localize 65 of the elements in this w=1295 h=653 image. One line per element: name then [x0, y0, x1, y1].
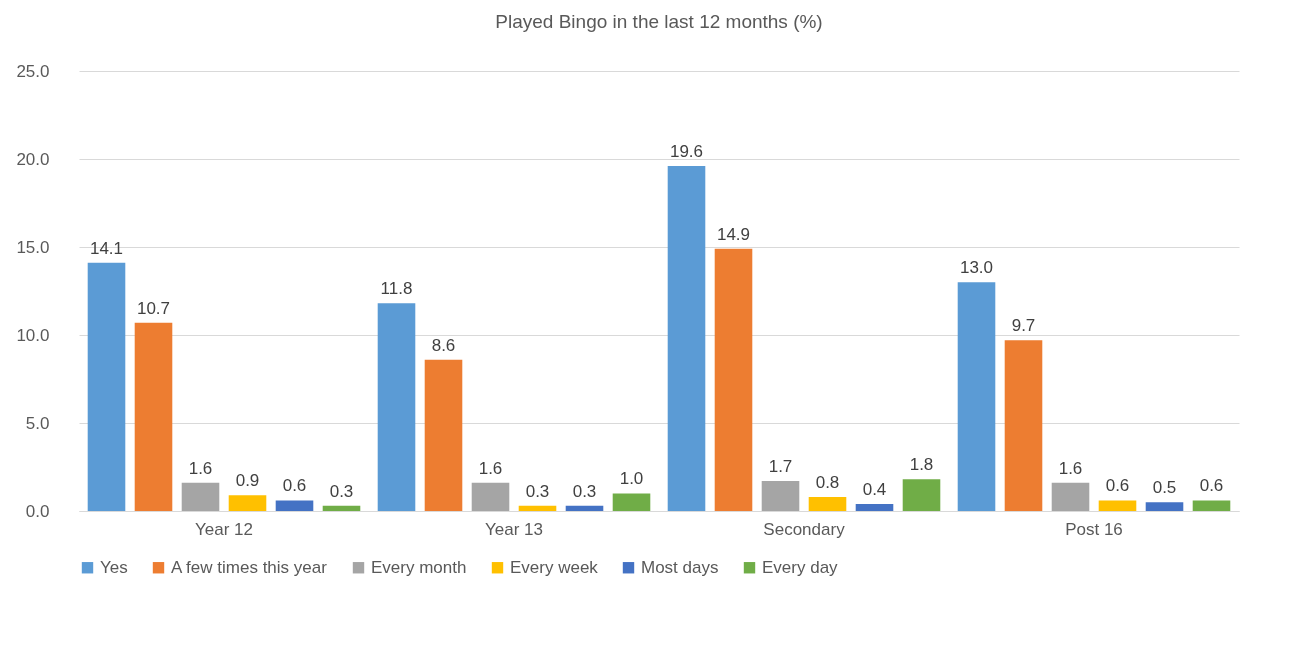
y-tick-label: 0.0	[25, 501, 50, 521]
data-label: 1.6	[478, 458, 503, 478]
legend-label: Yes	[100, 557, 128, 577]
bar	[1098, 500, 1137, 511]
bar	[471, 482, 510, 511]
data-label: 0.3	[329, 481, 354, 501]
legend-label: Every day	[762, 557, 839, 577]
bar	[565, 505, 604, 511]
data-label: 0.3	[525, 481, 550, 501]
data-label: 0.8	[815, 472, 840, 492]
bar	[1051, 482, 1090, 511]
data-label: 1.6	[1058, 458, 1083, 478]
data-label: 1.7	[768, 457, 793, 477]
legend-label: Most days	[641, 557, 719, 577]
chart-title: Played Bingo in the last 12 months (%)	[495, 11, 823, 32]
bar	[322, 505, 361, 511]
bar	[667, 166, 706, 511]
data-label: 14.1	[89, 238, 124, 258]
data-label: 1.8	[909, 455, 934, 475]
bar	[1145, 502, 1184, 511]
y-tick-label: 5.0	[25, 413, 50, 433]
data-label: 0.4	[862, 479, 887, 499]
bar	[612, 493, 651, 511]
bar	[902, 479, 941, 511]
bar	[855, 503, 894, 511]
y-tick-label: 10.0	[16, 325, 50, 345]
x-tick-label: Post 16	[1065, 519, 1123, 539]
data-label: 13.0	[959, 258, 994, 278]
data-label: 0.6	[1199, 476, 1224, 496]
legend-label: Every week	[510, 557, 599, 577]
x-tick-label: Secondary	[763, 519, 846, 539]
bar	[424, 359, 463, 511]
x-tick-label: Year 12	[195, 519, 253, 539]
data-label: 10.7	[136, 298, 171, 318]
bar	[1192, 500, 1231, 511]
data-label: 0.9	[235, 471, 260, 491]
bar	[1004, 340, 1043, 511]
data-label: 8.6	[431, 335, 456, 355]
data-label: 11.8	[380, 279, 413, 299]
data-label: 0.5	[1152, 478, 1177, 498]
bar	[808, 496, 847, 511]
data-label: 0.3	[572, 481, 597, 501]
legend-label: A few times this year	[171, 557, 328, 577]
bar	[518, 505, 557, 511]
data-label: 14.9	[716, 224, 751, 244]
data-label: 0.6	[1105, 476, 1130, 496]
x-tick-label: Year 13	[485, 519, 543, 539]
data-label: 19.6	[669, 142, 704, 162]
y-tick-label: 25.0	[16, 61, 50, 81]
data-label: 0.6	[282, 476, 307, 496]
y-tick-label: 15.0	[16, 237, 50, 257]
data-label: 1.6	[188, 458, 213, 478]
bar	[377, 303, 416, 511]
bar	[134, 322, 173, 511]
bar	[714, 248, 753, 511]
data-label: 9.7	[1011, 316, 1036, 336]
y-tick-label: 20.0	[16, 149, 50, 169]
bar	[181, 482, 220, 511]
legend-label: Every month	[371, 557, 467, 577]
bar	[275, 500, 314, 511]
bar	[87, 262, 126, 511]
bar	[228, 495, 267, 511]
bar	[761, 481, 800, 511]
bar	[957, 282, 996, 511]
data-label: 1.0	[619, 469, 644, 489]
